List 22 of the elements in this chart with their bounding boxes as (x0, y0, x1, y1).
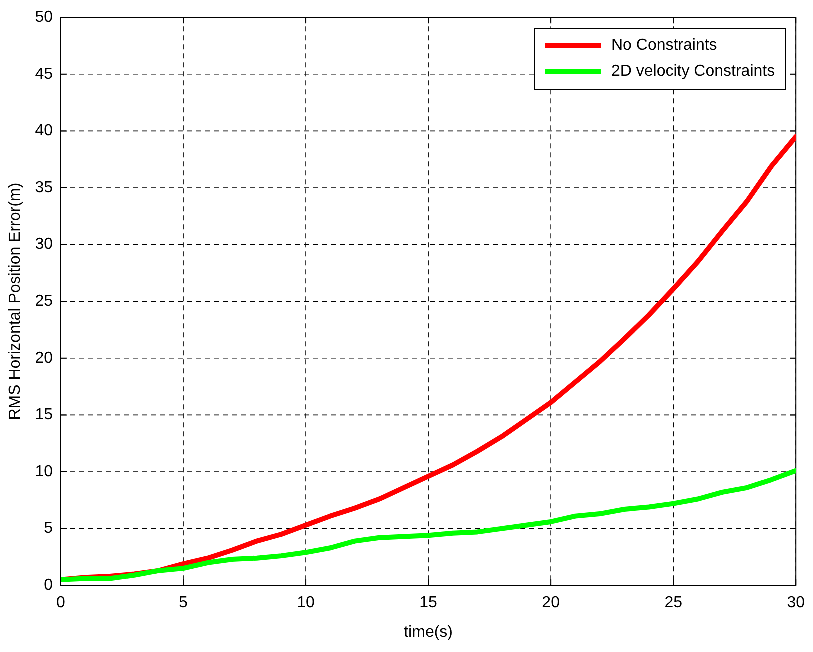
y-tick-label: 30 (35, 236, 54, 254)
legend-label: No Constraints (611, 36, 718, 55)
x-tick-label: 15 (420, 594, 438, 612)
x-tick-label: 0 (56, 594, 66, 612)
x-tick-label: 30 (787, 594, 806, 612)
legend-label: 2D velocity Constraints (611, 62, 776, 81)
y-tick-label: 0 (44, 577, 54, 594)
x-tick-label: 10 (297, 594, 316, 612)
x-axis-title: time(s) (404, 624, 453, 641)
y-tick-label: 40 (35, 122, 54, 140)
y-tick-label: 25 (35, 293, 54, 310)
y-tick-label: 5 (44, 520, 54, 538)
y-tick-label: 35 (35, 179, 54, 196)
y-axis-title: RMS Horizontal Position Error(m) (7, 182, 24, 420)
y-tick-label: 10 (35, 463, 54, 480)
x-tick-label: 5 (179, 594, 188, 612)
y-tick-label: 45 (35, 66, 54, 83)
y-tick-label: 15 (35, 406, 54, 424)
y-tick-label: 50 (35, 9, 54, 26)
x-tick-label: 25 (664, 594, 683, 612)
y-tick-label: 20 (35, 350, 54, 367)
x-tick-label: 20 (542, 594, 560, 612)
